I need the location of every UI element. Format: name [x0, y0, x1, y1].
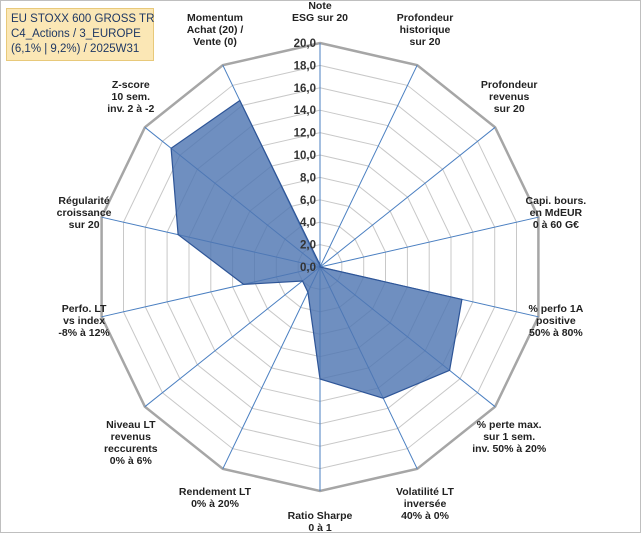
- axis-spoke-2: [319, 126, 496, 268]
- axis-label-line: 0 à 1: [308, 522, 332, 533]
- axis-label-line: inv. 50% à 20%: [472, 443, 547, 455]
- axis-label-6: Volatilité LT inversée 40% à 0%: [396, 486, 455, 522]
- axis-label-line: 40% à 0%: [401, 510, 450, 522]
- axis-label-line: Vente (0): [193, 36, 237, 48]
- axis-label-line: 0% à 20%: [191, 498, 240, 510]
- axis-label-line: vs index: [63, 315, 105, 327]
- axis-label-12: Z-score 10 sem. inv. 2 à -2: [107, 79, 154, 115]
- axis-label-line: positive: [536, 315, 576, 327]
- axis-label-line: Ratio Sharpe: [288, 510, 353, 522]
- axis-label-5: % perte max. sur 1 sem. inv. 50% à 20%: [472, 419, 547, 455]
- axis-label-line: sur 20: [69, 219, 100, 231]
- axis-label-4: % perfo 1A positive 50% à 80%: [528, 303, 583, 339]
- axis-label-line: reccurents: [104, 443, 158, 455]
- axis-label-line: Perfo. LT: [62, 303, 107, 315]
- axis-label-line: Rendement LT: [179, 486, 252, 498]
- axis-label-line: Z-score: [112, 79, 150, 91]
- axis-label-line: Note: [308, 0, 331, 12]
- axis-label-13: Momentum Achat (20) / Vente (0): [187, 12, 244, 48]
- chart-title-box: EU STOXX 600 GROSS TR C4_Actions / 3_EUR…: [6, 8, 154, 61]
- axis-spoke-1: [319, 64, 418, 268]
- axis-label-3: Capi. bours. en MdEUR 0 à 60 G€: [526, 195, 587, 231]
- tick-label-0: 0,0: [300, 262, 316, 274]
- axis-label-line: croissance: [57, 207, 112, 219]
- axis-label-line: en MdEUR: [530, 207, 583, 219]
- axis-label-line: Momentum: [187, 12, 243, 24]
- axis-label-11: Régularité croissance sur 20: [57, 195, 112, 231]
- tick-label-7: 14,0: [294, 105, 316, 117]
- axis-label-line: revenus: [111, 431, 151, 443]
- chart-title-line1: EU STOXX 600 GROSS TR: [11, 13, 155, 25]
- axis-label-line: % perte max.: [477, 419, 542, 431]
- axis-label-line: Capi. bours.: [526, 195, 587, 207]
- axis-label-line: historique: [400, 24, 451, 36]
- axis-label-line: % perfo 1A: [528, 303, 583, 315]
- tick-label-5: 10,0: [294, 150, 316, 162]
- axis-label-line: revenus: [489, 91, 529, 103]
- axis-label-2: Profondeur revenus sur 20: [481, 79, 538, 115]
- axis-label-line: sur 20: [410, 36, 441, 48]
- axis-label-line: 50% à 80%: [529, 327, 583, 339]
- axis-label-line: -8% à 12%: [58, 327, 110, 339]
- tick-label-4: 8,0: [300, 172, 316, 184]
- axis-label-line: inv. 2 à -2: [107, 103, 154, 115]
- axis-label-line: ESG sur 20: [292, 12, 348, 24]
- axis-label-line: sur 1 sem.: [483, 431, 535, 443]
- axis-label-line: 0 à 60 G€: [533, 219, 579, 231]
- tick-label-6: 12,0: [294, 128, 316, 140]
- axis-label-7: Ratio Sharpe 0 à 1: [288, 510, 353, 533]
- tick-label-2: 4,0: [300, 217, 316, 229]
- axis-label-8: Rendement LT 0% à 20%: [179, 486, 252, 510]
- axis-spoke-8: [222, 266, 321, 470]
- axis-label-line: Volatilité LT: [396, 486, 455, 498]
- chart-title-line3: (6,1% | 9,2%) / 2025W31: [11, 43, 140, 55]
- axis-label-line: Achat (20) /: [187, 24, 244, 36]
- tick-label-1: 2,0: [300, 240, 316, 252]
- chart-title-line2: C4_Actions / 3_EUROPE: [11, 28, 141, 40]
- axis-label-line: 10 sem.: [112, 91, 151, 103]
- tick-label-10: 20,0: [294, 38, 316, 50]
- axis-label-0: Note ESG sur 20: [292, 0, 348, 24]
- axis-label-line: Niveau LT: [106, 419, 156, 431]
- axis-label-line: Profondeur: [481, 79, 538, 91]
- axis-label-line: Régularité: [58, 195, 110, 207]
- axis-label-9: Niveau LT revenus reccurents 0% à 6%: [104, 419, 158, 467]
- axis-label-1: Profondeur historique sur 20: [397, 12, 454, 48]
- axis-label-line: sur 20: [494, 103, 525, 115]
- tick-label-3: 6,0: [300, 195, 316, 207]
- tick-label-8: 16,0: [294, 83, 316, 95]
- axis-spoke-3: [319, 216, 539, 268]
- axis-label-line: Profondeur: [397, 12, 454, 24]
- series-area: [170, 99, 463, 399]
- axis-label-line: inversée: [404, 498, 447, 510]
- axis-label-10: Perfo. LT vs index -8% à 12%: [58, 303, 110, 339]
- axis-label-line: 0% à 6%: [110, 455, 153, 467]
- tick-label-9: 18,0: [294, 60, 316, 72]
- axis-spoke-9: [144, 266, 321, 408]
